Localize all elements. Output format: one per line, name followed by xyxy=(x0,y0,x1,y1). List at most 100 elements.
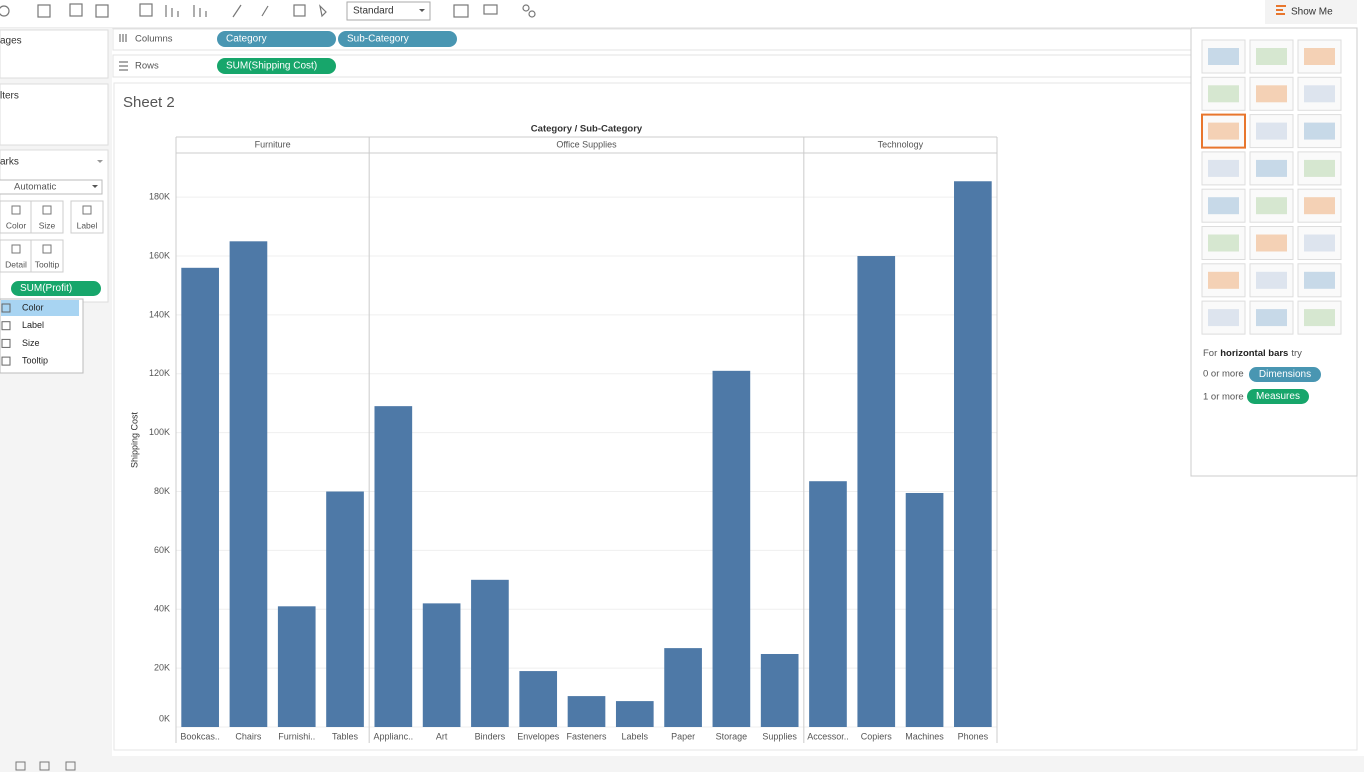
pages-title: ages xyxy=(0,36,22,47)
dropdown-arrow xyxy=(419,9,425,12)
thumbnail-art xyxy=(1304,159,1335,177)
show-me-label: Show Me xyxy=(1291,7,1333,18)
menu-item[interactable]: Tooltip xyxy=(22,355,48,365)
x-tick-label: Accessor.. xyxy=(807,731,849,741)
category-pill[interactable] xyxy=(217,31,336,47)
pill-label: SUM(Shipping Cost) xyxy=(226,61,317,72)
x-tick-label: Storage xyxy=(716,731,748,741)
mark-button-label: Detail xyxy=(5,259,27,269)
thumbnail-art xyxy=(1256,85,1287,103)
filters-card xyxy=(0,83,109,146)
bar[interactable] xyxy=(374,406,413,727)
fit-dropdown-label: Standard xyxy=(353,6,394,17)
group-header: Technology xyxy=(878,139,924,149)
x-tick-label: Art xyxy=(436,731,448,741)
subcategory-pill[interactable] xyxy=(338,31,457,47)
thumbnail-art xyxy=(1256,309,1287,327)
profit-pill-label: SUM(Profit) xyxy=(20,283,72,294)
x-tick-label: Fasteners xyxy=(566,731,607,741)
filters-title: lters xyxy=(0,91,19,102)
y-tick-label: 20K xyxy=(154,663,170,673)
x-tick-label: Tables xyxy=(332,731,359,741)
x-tick-label: Bookcas.. xyxy=(180,731,220,741)
bar[interactable] xyxy=(471,579,509,727)
measures-pill-label: Measures xyxy=(1256,391,1300,402)
y-tick-label: 120K xyxy=(149,368,170,378)
show-me-hint: For horizontal bars try xyxy=(1203,348,1302,359)
chart-thumbnails xyxy=(1201,39,1342,335)
mark-buttons: Color Size Label Detail Tooltip xyxy=(0,200,104,273)
thumbnail-art xyxy=(1304,271,1335,289)
menu-items: Color Label Size Tooltip xyxy=(1,302,48,366)
thumbnail-art xyxy=(1208,271,1239,289)
dimensions-pill-label: Dimensions xyxy=(1259,369,1311,380)
show-me-button[interactable] xyxy=(1265,0,1357,24)
bar[interactable] xyxy=(229,241,268,728)
bar[interactable] xyxy=(326,491,364,727)
menu-icon xyxy=(1,321,11,331)
mark-button-icon xyxy=(82,205,92,215)
thumbnail-art xyxy=(1208,234,1239,252)
y-tick-label: 0K xyxy=(159,713,170,723)
bar[interactable] xyxy=(519,671,558,727)
thumbnail-art xyxy=(1256,122,1287,140)
profit-pill[interactable] xyxy=(11,281,101,296)
bar[interactable] xyxy=(809,481,847,727)
x-tick-label: Paper xyxy=(671,731,695,741)
x-tick-label: Supplies xyxy=(762,731,797,741)
sheet-tab-icons xyxy=(15,761,76,771)
menu-icon xyxy=(1,303,11,313)
thumbnail-art xyxy=(1304,48,1335,65)
rows-label: Rows xyxy=(135,61,159,72)
group-header: Furniture xyxy=(255,139,291,149)
thumbnail-art xyxy=(1256,271,1287,289)
bar[interactable] xyxy=(954,181,992,727)
marks-menu-arrow xyxy=(97,160,103,163)
bar[interactable] xyxy=(615,701,654,727)
mark-type-dropdown[interactable] xyxy=(0,179,103,195)
chart-header: Category / Sub-Category xyxy=(531,124,643,135)
bar[interactable] xyxy=(664,648,702,727)
menu-item[interactable]: Size xyxy=(22,338,40,348)
toolbar xyxy=(0,0,1364,28)
x-tick-label: Furnishi.. xyxy=(278,731,315,741)
mark-button-icon xyxy=(42,244,52,254)
thumbnail-art xyxy=(1208,197,1239,215)
measures-pill xyxy=(1247,389,1309,404)
pages-card xyxy=(0,29,109,79)
x-tick-label: Copiers xyxy=(861,731,893,741)
toolbar-icons xyxy=(0,3,536,18)
y-axis-title: Shipping Cost xyxy=(129,411,139,468)
thumbnail-art xyxy=(1304,85,1335,103)
bar[interactable] xyxy=(857,256,896,727)
bar[interactable] xyxy=(277,606,316,727)
bar[interactable] xyxy=(712,370,751,727)
thumbnail-art xyxy=(1208,122,1239,140)
mark-button-label: Label xyxy=(77,220,98,230)
show-me-icon xyxy=(1276,5,1286,15)
menu-item[interactable]: Label xyxy=(22,320,44,330)
thumbnail-art xyxy=(1256,197,1287,215)
mark-button-label: Size xyxy=(39,220,56,230)
x-tick-label: Envelopes xyxy=(517,731,560,741)
pill-label: Sub-Category xyxy=(347,34,409,45)
thumbnail-art xyxy=(1208,48,1239,65)
y-tick-label: 180K xyxy=(149,192,170,202)
dimensions-pill xyxy=(1249,367,1321,382)
bar[interactable] xyxy=(567,696,606,727)
status-bar xyxy=(0,756,1364,772)
thumbnail-art xyxy=(1304,234,1335,252)
bar[interactable] xyxy=(905,492,944,727)
y-tick-label: 80K xyxy=(154,486,170,496)
shipping-pill[interactable] xyxy=(217,58,336,74)
x-tick-label: Chairs xyxy=(235,731,262,741)
menu-item[interactable]: Color xyxy=(22,302,44,312)
bar[interactable] xyxy=(181,267,219,727)
x-tick-label: Applianc.. xyxy=(374,731,414,741)
bar[interactable] xyxy=(422,603,461,727)
bar[interactable] xyxy=(760,653,799,727)
menu-icon xyxy=(1,356,11,366)
x-tick-label: Labels xyxy=(622,731,649,741)
fit-dropdown[interactable] xyxy=(346,1,431,21)
